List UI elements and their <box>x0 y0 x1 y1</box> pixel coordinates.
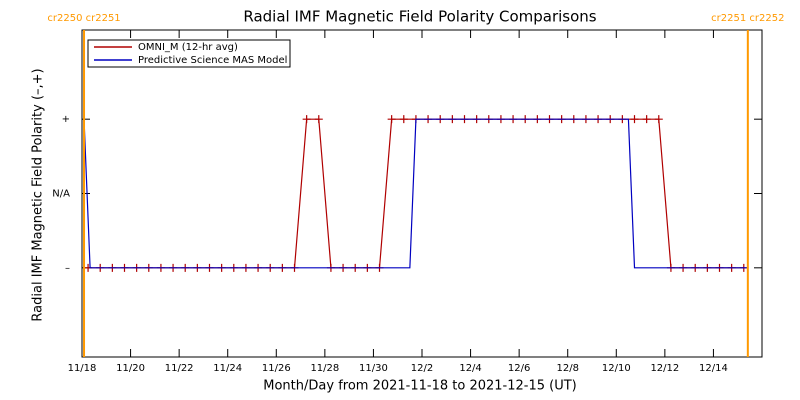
x-tick-label: 12/6 <box>508 363 530 374</box>
x-tick-label: 11/22 <box>165 363 194 374</box>
x-tick-label: 11/20 <box>116 363 145 374</box>
y-tick-label: N/A <box>52 189 70 200</box>
point-marker <box>399 115 408 124</box>
point-marker <box>314 115 323 124</box>
legend-label: OMNI_M (12-hr avg) <box>138 42 238 53</box>
x-tick-label: 12/10 <box>602 363 631 374</box>
x-tick-label: 11/28 <box>310 363 339 374</box>
x-tick-label: 11/24 <box>213 363 242 374</box>
point-marker <box>630 115 639 124</box>
x-tick-label: 12/2 <box>411 363 433 374</box>
legend-box <box>87 39 291 68</box>
boundary-label: cr2250 cr2251 <box>47 13 120 24</box>
y-tick-label: + <box>62 114 70 125</box>
x-tick-label: 12/4 <box>459 363 481 374</box>
y-axis-label: Radial IMF Magnetic Field Polarity (–,+) <box>31 68 46 321</box>
x-tick-label: 12/12 <box>650 363 679 374</box>
boundary-label: cr2251 cr2252 <box>711 13 784 24</box>
x-tick-label: 12/8 <box>556 363 578 374</box>
point-marker <box>654 115 663 124</box>
y-tick-label: – <box>65 263 70 274</box>
series-line <box>83 118 747 269</box>
x-tick-label: 11/30 <box>359 363 388 374</box>
chart-title: Radial IMF Magnetic Field Polarity Compa… <box>243 8 596 26</box>
point-marker <box>387 115 396 124</box>
point-marker <box>642 115 651 124</box>
legend-label: Predictive Science MAS Model <box>138 55 287 66</box>
x-tick-label: 11/26 <box>262 363 291 374</box>
x-tick-label: 11/18 <box>68 363 97 374</box>
x-axis-label: Month/Day from 2021-11-18 to 2021-12-15 … <box>263 379 576 394</box>
x-tick-label: 12/14 <box>699 363 728 374</box>
point-marker <box>302 115 311 124</box>
